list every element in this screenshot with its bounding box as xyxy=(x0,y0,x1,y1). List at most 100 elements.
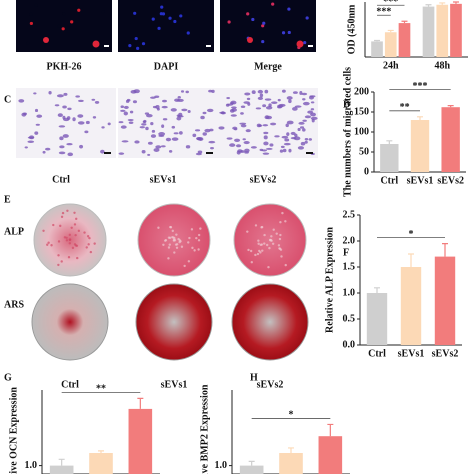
stain-spot xyxy=(263,233,266,237)
stain-spot xyxy=(180,245,184,248)
migrated-cell xyxy=(100,149,105,154)
migrated-cell xyxy=(284,138,290,142)
panel-label: H xyxy=(250,372,258,383)
migrated-cell xyxy=(285,123,289,128)
migrated-cell xyxy=(187,109,191,113)
cell-dot xyxy=(281,31,286,35)
stain-spot xyxy=(193,249,196,252)
migrated-cell xyxy=(45,147,51,151)
migrated-cell xyxy=(155,105,160,109)
migrated-cell xyxy=(152,105,157,109)
migrated-cell xyxy=(42,150,46,154)
cell-dot xyxy=(160,5,164,9)
cell-dot xyxy=(61,27,65,31)
stain-spot xyxy=(169,226,173,229)
migrated-cell xyxy=(161,124,165,128)
migrated-cell xyxy=(262,104,267,108)
stain-spot xyxy=(59,224,62,228)
cell-dot xyxy=(92,40,100,48)
significance-label: ** xyxy=(96,384,106,395)
y-tick-label: 100 xyxy=(354,126,369,137)
bar xyxy=(318,436,343,474)
y-tick-label: 50 xyxy=(359,146,369,157)
error-bar xyxy=(439,2,446,5)
stain-spot xyxy=(195,236,198,240)
y-axis-label: Relative ALP Expression xyxy=(324,227,335,333)
stain-spot xyxy=(268,246,271,250)
stain-spot xyxy=(60,260,63,263)
migrated-cell xyxy=(120,109,126,112)
migrated-cell xyxy=(59,145,65,149)
migrated-cell xyxy=(77,121,85,125)
migrated-cell xyxy=(243,101,250,104)
fluorescence-image xyxy=(118,0,214,52)
migrated-cell xyxy=(311,118,315,123)
migrated-cell xyxy=(302,119,307,122)
migrated-cell xyxy=(173,132,179,135)
x-tick-label: Ctrl xyxy=(368,348,386,359)
stain-spot xyxy=(197,239,201,242)
migrated-cell xyxy=(244,151,249,154)
stain-spot xyxy=(257,242,260,245)
migrated-cell xyxy=(269,143,274,147)
migrated-cell xyxy=(36,114,43,118)
migrated-cell xyxy=(59,136,64,141)
migrated-cell xyxy=(299,126,305,129)
migrated-cell xyxy=(298,121,305,125)
error-bar xyxy=(386,140,393,144)
y-axis-label: OD (450nm xyxy=(346,4,357,54)
cell-dot xyxy=(151,17,155,21)
y-tick-label: 0.5 xyxy=(343,313,356,324)
stain-spot xyxy=(173,251,176,254)
stain-spot xyxy=(265,243,269,247)
stain-spot xyxy=(260,243,264,246)
migrated-cell xyxy=(274,135,280,138)
migrated-cell xyxy=(107,122,111,126)
stain-spot xyxy=(279,221,282,224)
migrated-cell xyxy=(58,125,66,128)
cell-dot xyxy=(101,10,105,14)
migrated-cell xyxy=(62,117,70,122)
migrated-cell xyxy=(171,137,179,141)
y-tick-label: 1.0 xyxy=(25,460,38,471)
stain-spot xyxy=(73,223,77,226)
migrated-cell xyxy=(283,142,291,146)
migrated-cell xyxy=(18,99,25,103)
stain-spot xyxy=(67,256,71,259)
migrated-cell xyxy=(197,150,203,154)
migrated-cell xyxy=(262,124,269,127)
cell-dot xyxy=(173,19,177,24)
migrated-cell xyxy=(180,90,185,93)
stain-spot xyxy=(75,217,78,221)
migrated-cell xyxy=(255,107,262,110)
cell-dot xyxy=(287,7,291,11)
migrated-cell xyxy=(302,128,306,132)
stain-spot xyxy=(162,243,165,247)
cell-dot xyxy=(62,12,66,16)
stain-spot xyxy=(271,242,275,245)
bar xyxy=(239,465,264,474)
bar xyxy=(410,120,430,172)
y-tick-label: 200 xyxy=(354,86,369,97)
migrated-cell xyxy=(221,111,225,115)
stain-spot xyxy=(175,246,179,249)
migrated-cell xyxy=(91,98,96,101)
migrated-cell xyxy=(230,114,237,117)
migrated-cell xyxy=(177,115,184,118)
migrated-cell xyxy=(120,105,125,109)
migrated-cell xyxy=(240,105,246,109)
stain-spot xyxy=(60,215,64,219)
y-tick-label: 0.0 xyxy=(343,339,356,350)
migrated-cell xyxy=(177,98,184,102)
migrated-cell xyxy=(310,112,316,117)
stain-spot xyxy=(167,246,171,249)
migrated-cell xyxy=(178,131,183,135)
panel-label: C xyxy=(4,94,11,105)
stain-spot xyxy=(70,226,73,229)
migrated-cell xyxy=(118,152,125,155)
bar xyxy=(441,107,460,172)
stain-spot xyxy=(284,220,287,223)
migrated-cell xyxy=(94,100,100,104)
cell-dot xyxy=(251,17,255,22)
scale-bar xyxy=(206,45,211,47)
